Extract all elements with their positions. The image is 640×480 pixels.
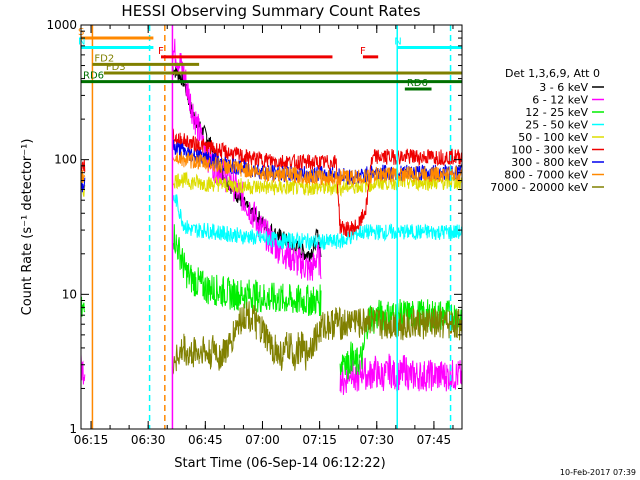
x-tick-label: 06:45 xyxy=(188,433,223,447)
y-tick-label: 1 xyxy=(69,422,77,436)
y-tick-label: 100 xyxy=(54,153,77,167)
x-tick-label: 06:15 xyxy=(74,433,109,447)
legend-label: 25 - 50 keV xyxy=(525,119,588,132)
data-layer xyxy=(81,25,462,429)
legend-label: 300 - 800 keV xyxy=(511,156,588,169)
state-bar-label: RD6 xyxy=(407,78,428,89)
x-axis-label: Start Time (06-Sep-14 06:12:22) xyxy=(174,456,385,471)
footer-timestamp: 10-Feb-2017 07:39 xyxy=(560,468,636,477)
legend-label: 6 - 12 keV xyxy=(532,94,588,107)
x-tick-label: 06:30 xyxy=(131,433,166,447)
series-line-3 xyxy=(171,189,462,251)
x-tick-label: 07:00 xyxy=(245,433,280,447)
legend-label: 100 - 300 keV xyxy=(511,144,588,157)
state-bar-label: RD6 xyxy=(83,71,104,82)
state-bar-label: F xyxy=(360,46,366,57)
legend-title: Det 1,3,6,9, Att 0 xyxy=(505,67,600,80)
y-tick-label: 1000 xyxy=(46,18,77,32)
chart-title: HESSI Observing Summary Count Rates xyxy=(121,2,420,20)
series-line-5 xyxy=(81,128,462,238)
series-line-6 xyxy=(81,139,462,193)
legend-label: 7000 - 20000 keV xyxy=(490,181,588,194)
series-line-7 xyxy=(81,151,462,187)
state-bar-label: F xyxy=(158,46,164,57)
legend-label: 50 - 100 keV xyxy=(518,131,588,144)
legend-label: 800 - 7000 keV xyxy=(504,169,588,182)
x-tick-label: 07:45 xyxy=(417,433,452,447)
state-bar-label: FD3 xyxy=(106,62,126,73)
series-line-8 xyxy=(171,301,462,376)
y-axis-label: Count Rate (s⁻¹ detector⁻¹) xyxy=(20,139,35,316)
x-axis: 06:15 06:30 06:45 07:00 07:15 07:30 07:45 xyxy=(74,25,454,447)
state-bar-label: FD2 xyxy=(94,53,114,64)
series-line-1 xyxy=(81,38,462,396)
state-bar-label: N xyxy=(394,37,401,48)
y-tick-label: 10 xyxy=(62,287,77,301)
x-tick-label: 07:15 xyxy=(302,433,337,447)
x-tick-label: 07:30 xyxy=(359,433,394,447)
plot-frame xyxy=(80,24,463,430)
legend-label: 12 - 25 keV xyxy=(525,106,588,119)
y-axis: 1 10 100 1000 xyxy=(46,18,462,436)
legend-label: 3 - 6 keV xyxy=(539,81,588,94)
state-bar-label: N xyxy=(78,37,85,48)
